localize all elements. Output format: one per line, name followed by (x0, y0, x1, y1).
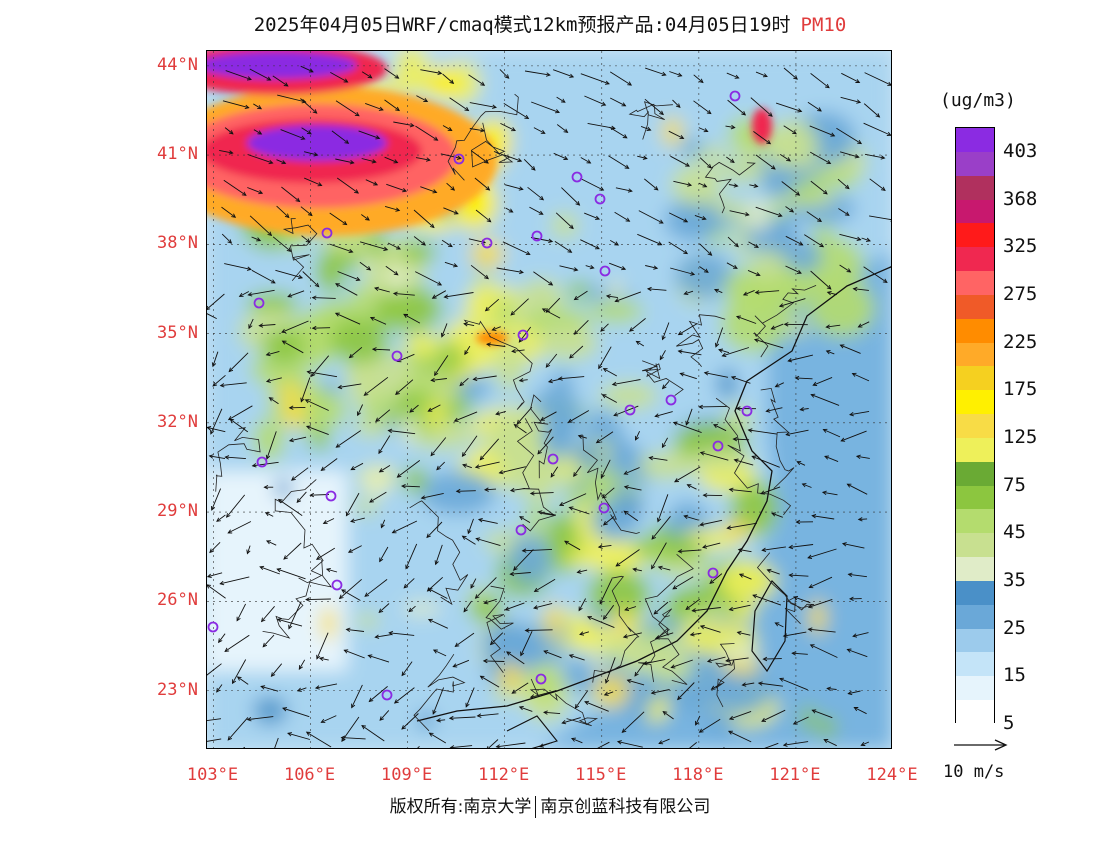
colorbar-segment (956, 247, 994, 272)
city-station-marker (321, 227, 333, 239)
latitude-label: 41°N (157, 144, 198, 165)
city-station-marker (594, 193, 606, 205)
colorbar-segment (956, 533, 994, 558)
city-station-marker (391, 350, 403, 362)
province-borders (215, 93, 891, 748)
colorbar-label: 325 (1003, 235, 1038, 258)
colorbar-label: 25 (1003, 616, 1026, 639)
latitude-label: 35°N (157, 322, 198, 343)
colorbar-label: 225 (1003, 330, 1038, 353)
copyright-right: 南京创蓝科技有限公司 (540, 797, 711, 817)
city-station-marker (325, 490, 337, 502)
wind-reference-arrow-icon (954, 739, 1008, 751)
footer-divider (535, 796, 537, 818)
colorbar-segment (956, 366, 994, 391)
colorbar-segment (956, 437, 994, 463)
colorbar-label: 5 (1003, 712, 1015, 734)
latitude-label: 26°N (157, 590, 198, 611)
city-station-marker (331, 579, 343, 591)
colorbar-segment (956, 604, 994, 630)
colorbar-segment (956, 557, 994, 582)
copyright-footer: 版权所有:南京大学 南京创蓝科技有限公司 (0, 792, 1100, 818)
city-station-marker (531, 230, 543, 242)
colorbar-segment (956, 485, 994, 510)
city-station-marker (712, 440, 724, 452)
chart-title: 2025年04月05日WRF/cmaq模式12km预报产品:04月05日19时 P… (0, 10, 1100, 37)
colorbar-segment (956, 676, 994, 701)
city-station-marker (741, 405, 753, 417)
city-station-marker (571, 171, 583, 183)
colorbar-segment (956, 223, 994, 248)
colorbar-label: 75 (1003, 473, 1026, 496)
city-station-marker (599, 265, 611, 277)
colorbar-segment (956, 128, 994, 153)
colorbar-segment (956, 294, 994, 320)
pm10-forecast-map (206, 50, 892, 749)
longitude-label: 124°E (866, 765, 918, 785)
colorbar-segment (956, 271, 994, 296)
colorbar-segment (956, 414, 994, 439)
colorbar-label: 45 (1003, 521, 1026, 544)
colorbar-label: 125 (1003, 425, 1038, 448)
latitude-label: 38°N (157, 233, 198, 254)
colorbar-segment (956, 151, 994, 177)
colorbar-segment (956, 652, 994, 677)
colorbar-label: 175 (1003, 378, 1038, 401)
latitude-label: 29°N (157, 501, 198, 522)
latitude-label: 44°N (157, 54, 198, 75)
colorbar-segment (956, 580, 994, 606)
colorbar-label: 35 (1003, 568, 1026, 591)
longitude-label: 106°E (283, 765, 336, 785)
city-station-marker (253, 297, 265, 309)
city-station-marker (547, 453, 559, 465)
title-main: 2025年04月05日WRF/cmaq模式12km预报产品:04月05日19时 (253, 14, 791, 36)
wind-reference-label: 10 m/s (943, 762, 1005, 782)
city-station-marker (665, 394, 677, 406)
colorbar-segment (956, 461, 994, 487)
colorbar-segment (956, 342, 994, 367)
colorbar-segment (956, 390, 994, 415)
city-station-marker (207, 621, 219, 633)
colorbar-segment (956, 628, 994, 653)
colorbar (955, 127, 995, 725)
city-station-marker (256, 456, 268, 468)
colorbar-segment (956, 318, 994, 344)
city-station-marker (535, 673, 547, 685)
longitude-label: 103°E (186, 765, 239, 785)
copyright-left: 版权所有:南京大学 (389, 797, 532, 817)
city-station-marker (707, 567, 719, 579)
colorbar-label: 368 (1003, 187, 1038, 210)
colorbar-label: 403 (1003, 139, 1038, 162)
city-station-marker (729, 90, 741, 102)
city-station-marker (598, 502, 610, 514)
city-station-marker (515, 524, 527, 536)
city-station-marker (453, 153, 465, 165)
city-station-marker (481, 237, 493, 249)
colorbar-label: 15 (1003, 664, 1026, 687)
longitude-label: 112°E (478, 765, 530, 785)
city-station-marker (624, 404, 636, 416)
map-canvas (207, 51, 891, 748)
colorbar-segment (956, 509, 994, 534)
city-stations (207, 90, 753, 701)
colorbar-label: 275 (1003, 282, 1038, 305)
latitude-label: 32°N (157, 411, 198, 432)
longitude-label: 115°E (575, 765, 627, 785)
colorbar-segment (956, 175, 994, 200)
city-station-marker (517, 329, 529, 341)
longitude-label: 121°E (769, 765, 821, 785)
longitude-label: 109°E (381, 765, 433, 785)
colorbar-segment (956, 199, 994, 224)
colorbar-units: (ug/m3) (940, 90, 1016, 111)
latitude-label: 23°N (157, 679, 198, 700)
title-pollutant: PM10 (800, 14, 847, 36)
colorbar-segment (956, 700, 994, 725)
city-station-marker (381, 689, 393, 701)
longitude-label: 118°E (672, 765, 724, 785)
wind-vectors (207, 65, 891, 748)
